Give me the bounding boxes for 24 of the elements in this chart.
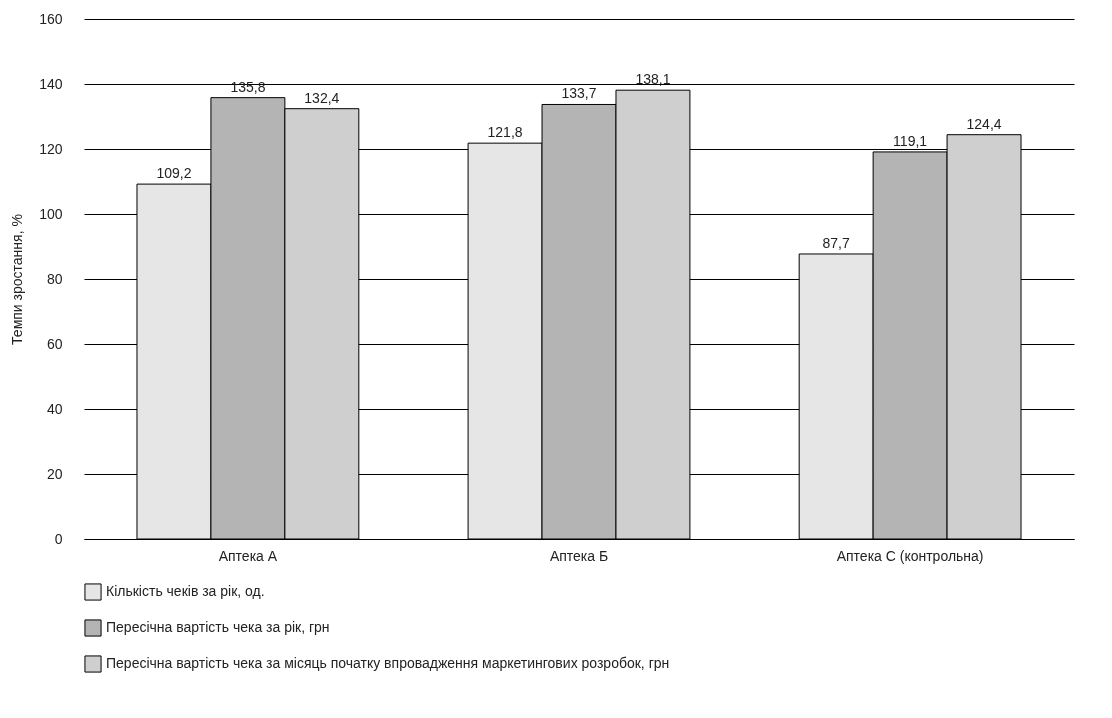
y-tick-label: 0 [54,530,63,547]
y-tick-label: 100 [39,205,63,222]
data-label: 119,1 [893,132,928,149]
legend-label: Пересічна вартість чека за місяць початку впровадження маркетингових розробок, грн [106,655,670,671]
y-tick-label: 160 [39,10,63,27]
data-label: 121,8 [487,124,523,141]
y-tick-label: 120 [39,140,63,157]
y-axis-title: Темпи зростання, % [9,214,26,345]
x-tick-label: Аптека А [218,547,278,564]
data-label: 124,4 [966,115,1002,132]
data-label: 109,2 [156,165,192,182]
legend-label: Пересічна вартість чека за рік, грн [106,619,330,635]
y-tick-label: 60 [46,335,63,352]
data-label: 87,7 [822,234,850,251]
y-tick-label: 140 [39,75,63,92]
legend-label: Кількість чеків за рік, од. [106,583,265,599]
data-label: 133,7 [561,85,597,102]
x-tick-label: Аптека С (контрольна) [836,547,984,564]
y-tick-label: 40 [46,400,63,417]
data-label: 138,1 [635,71,671,88]
y-tick-label: 80 [46,270,63,287]
data-label: 132,4 [304,89,340,106]
y-tick-label: 20 [46,465,63,482]
x-tick-label: Аптека Б [549,547,609,564]
